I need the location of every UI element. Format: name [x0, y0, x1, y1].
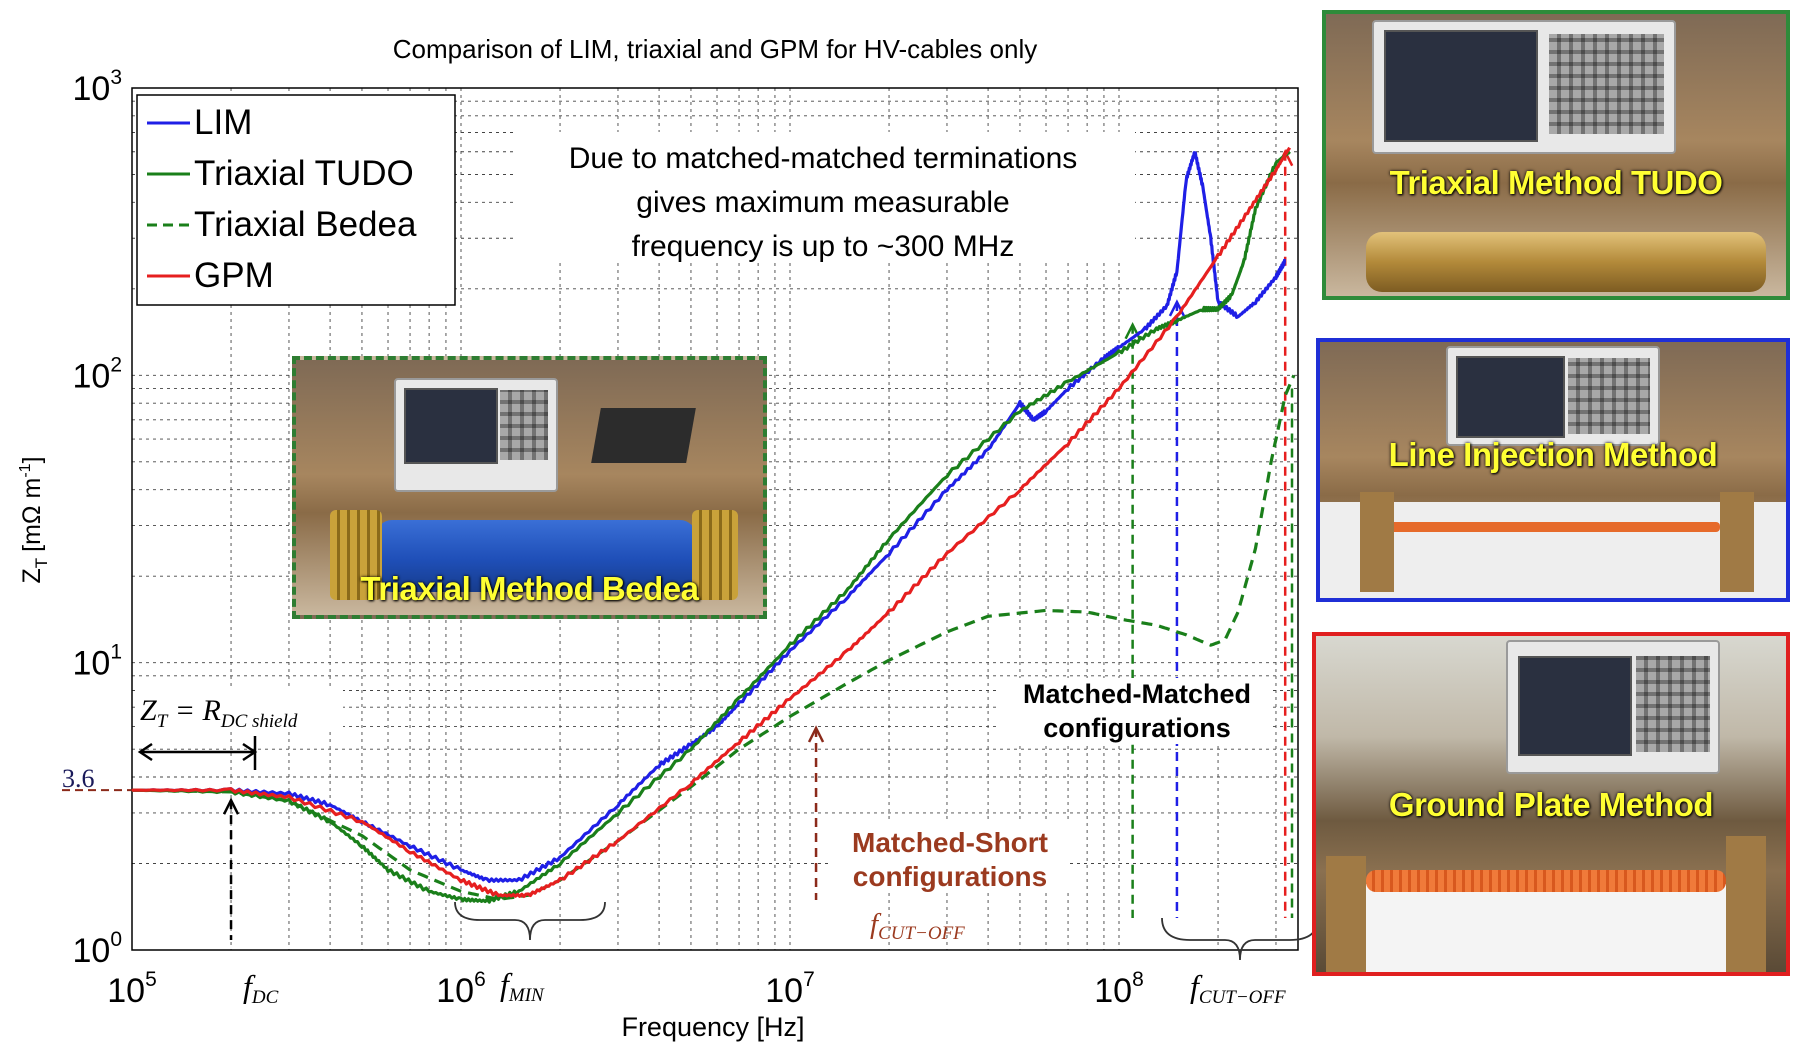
legend-box: [136, 94, 456, 306]
cutoff-marker-arrowhead: [222, 797, 240, 815]
tudo-brass-tube-image: [1366, 232, 1766, 292]
photo-triaxial-bedea-caption: Triaxial Method Bedea: [360, 570, 699, 607]
f-cutoff-mm-sub: CUT−OFF: [1199, 987, 1286, 1008]
blue-tube-image: [376, 520, 696, 592]
legend-label-lim: LIM: [194, 103, 252, 142]
photo-ground-plate-caption: Ground Plate Method: [1388, 786, 1714, 823]
tudo-network-analyzer-image: [1372, 20, 1676, 154]
legend-label-bedea: Triaxial Bedea: [194, 205, 417, 244]
y-tick-label: 100: [72, 928, 122, 970]
brass-connector-right-image: [692, 510, 738, 600]
zt-formula: ZT = RDC shield: [138, 690, 343, 732]
f-min-label: fMIN: [500, 966, 545, 1006]
termination-note-line-3: frequency is up to ~300 MHz: [632, 230, 1015, 263]
y-tick-label: 101: [72, 641, 122, 683]
series-line-gpm: [131, 146, 1291, 898]
photo-line-injection-caption: Line Injection Method: [1388, 436, 1718, 473]
gpm-foam-block-image: [1366, 884, 1726, 972]
cutoff-marker-arrowhead: [807, 725, 825, 743]
legend-label-gpm: GPM: [194, 256, 274, 295]
y-tick-label: 103: [72, 66, 122, 108]
photo-triaxial-tudo-caption: Triaxial Method TUDO: [1389, 164, 1723, 201]
termination-note: Due to matched-matched terminations give…: [515, 132, 1135, 263]
f-cutoff-mm-label: fCUT−OFF: [1190, 968, 1286, 1008]
series-line-lim: [131, 151, 1287, 883]
lim-orange-cable-image: [1390, 522, 1720, 532]
x-tick-label: 107: [765, 968, 815, 1010]
x-tick-label: 105: [107, 968, 157, 1010]
y-axis-label-close: ]: [18, 456, 46, 463]
legend-label-tudo: Triaxial TUDO: [194, 154, 414, 193]
matched-short-line-2: configurations: [853, 861, 1047, 892]
lim-bracket-right-image: [1720, 492, 1754, 592]
photo-line-injection: Line Injection Method: [1316, 338, 1790, 602]
matched-short-line-1: Matched-Short: [852, 827, 1048, 858]
y-tick-label: 102: [72, 353, 122, 395]
series-line-triaxial-bedea: [131, 374, 1296, 901]
brass-connector-left-image: [330, 510, 382, 600]
x-axis-label: Frequency [Hz]: [621, 1012, 804, 1042]
y-axis-label-sup: -1: [17, 463, 34, 477]
svg-text:ZT[mΩ m-1]: ZT [mΩ m-1]: [17, 456, 51, 583]
plot-frame: [131, 87, 1299, 951]
y-axis-label: ZT [mΩ m-1]: [17, 456, 51, 583]
f-cutoff-brace: [1161, 917, 1319, 961]
f-cutoff-short-label: fCUT−OFF: [870, 908, 965, 944]
zt-formula-z: Z: [140, 694, 157, 727]
f-dc-sub: DC: [251, 987, 279, 1008]
photo-triaxial-bedea: Triaxial Method Bedea: [292, 356, 767, 619]
dc-value-label: 3.6: [62, 764, 95, 793]
photo-triaxial-tudo: Triaxial Method TUDO: [1322, 10, 1790, 300]
lim-white-board-image: [1320, 502, 1786, 598]
equipment-box-image: [591, 408, 696, 463]
gpm-network-analyzer-image: [1506, 640, 1720, 774]
zt-formula-eq: = R: [167, 694, 221, 727]
f-min-sub: MIN: [508, 985, 545, 1006]
axis-ticks: 105 106 107 108 100 101 102 103: [72, 66, 1143, 1010]
f-dc-label: fDC: [243, 968, 279, 1008]
matched-matched-label: Matched-Matched configurations: [1000, 678, 1270, 744]
f-min-brace: [454, 901, 606, 941]
zt-range-arrow: [137, 736, 258, 770]
chart-title: Comparison of LIM, triaxial and GPM for …: [393, 34, 1037, 64]
y-axis-label-z: Z: [18, 568, 46, 583]
y-axis-label-sub: T: [32, 558, 51, 568]
zt-formula-t: T: [157, 711, 169, 732]
network-analyzer-image: [394, 378, 558, 492]
lim-network-analyzer-image: [1446, 346, 1660, 446]
y-axis-label-unit: [mΩ m: [18, 478, 46, 552]
termination-note-line-1: Due to matched-matched terminations: [569, 142, 1078, 175]
gpm-bracket-right-image: [1726, 836, 1766, 972]
photo-ground-plate: Ground Plate Method: [1312, 632, 1790, 976]
matched-matched-line-1: Matched-Matched: [1023, 679, 1251, 709]
f-cutoff-short-sub: CUT−OFF: [878, 923, 965, 944]
gpm-orange-cable-image: [1366, 870, 1726, 892]
zt-formula-rsub: DC shield: [220, 711, 298, 732]
svg-text:ZT = RDC shield: ZT = RDC shield: [140, 694, 298, 732]
termination-note-line-2: gives maximum measurable: [636, 186, 1009, 219]
series-line-triaxial-tudo: [132, 150, 1291, 904]
lim-bracket-left-image: [1360, 492, 1394, 592]
x-tick-label: 108: [1094, 968, 1144, 1010]
gpm-bracket-left-image: [1326, 856, 1366, 972]
series-lines: [131, 146, 1296, 904]
legend: LIM Triaxial TUDO Triaxial Bedea GPM: [136, 94, 456, 306]
cutoff-markers: [62, 148, 1294, 940]
matched-matched-line-2: configurations: [1043, 713, 1231, 743]
matched-short-label: Matched-Short configurations: [830, 820, 1070, 892]
x-tick-label: 106: [436, 968, 486, 1010]
